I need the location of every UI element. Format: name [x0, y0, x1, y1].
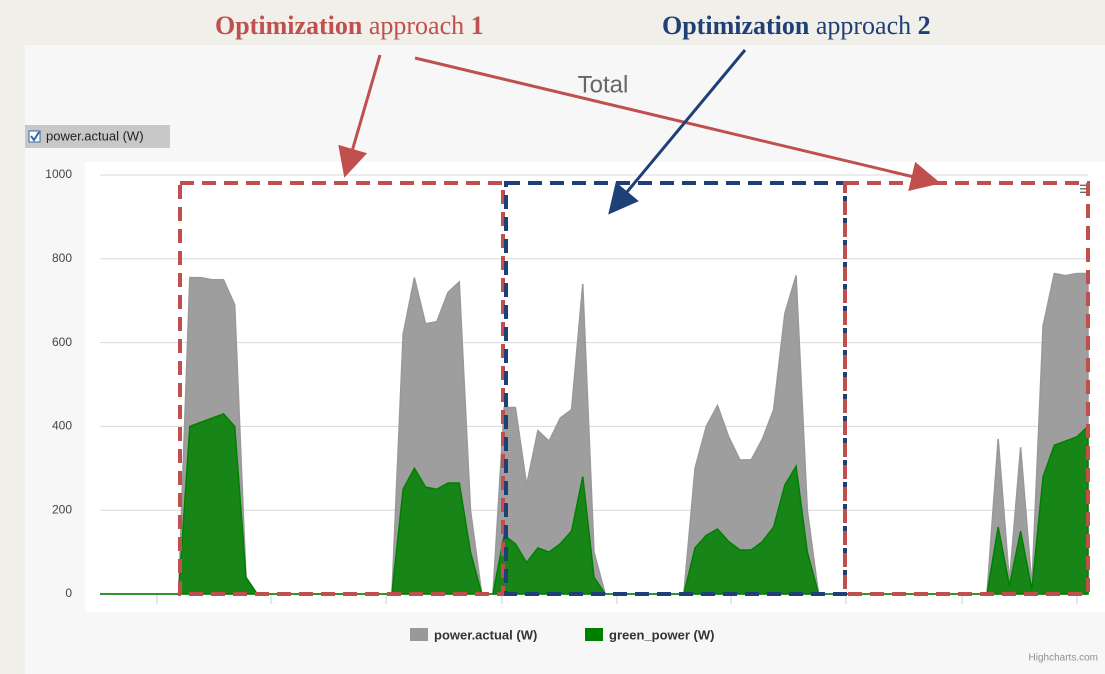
annotation-arrows	[338, 49, 941, 215]
y-tick-label: 400	[52, 419, 72, 433]
box-approach-1	[178, 181, 505, 596]
checkbox-bar	[25, 125, 170, 148]
legend-label: power.actual (W)	[434, 627, 537, 642]
legend-swatch	[585, 628, 603, 641]
menu-icon[interactable]: ≡	[1079, 178, 1091, 200]
plot-background	[85, 162, 1105, 612]
y-tick-label: 200	[52, 502, 72, 516]
checkmark	[30, 131, 40, 142]
annotation: Optimization approach 1	[215, 11, 484, 40]
y-tick-label: 600	[52, 335, 72, 349]
box-approach-1b	[843, 181, 1090, 596]
checkbox[interactable]	[28, 130, 41, 143]
checkbox-label[interactable]: power.actual (W)	[46, 128, 144, 143]
legend-swatch	[410, 628, 428, 641]
y-tick-label: 800	[52, 251, 72, 265]
y-tick-label: 1000	[45, 167, 72, 181]
chart-title: Total	[578, 71, 629, 98]
arrow	[608, 49, 747, 215]
y-tick-label: 0	[65, 586, 72, 600]
arrow	[338, 54, 382, 178]
credit[interactable]: Highcharts.com	[1029, 653, 1098, 664]
legend-label: green_power (W)	[609, 627, 714, 642]
annotation-boxes	[178, 181, 1090, 596]
arrow	[414, 56, 941, 192]
annotation: Optimization approach 2	[662, 11, 931, 40]
